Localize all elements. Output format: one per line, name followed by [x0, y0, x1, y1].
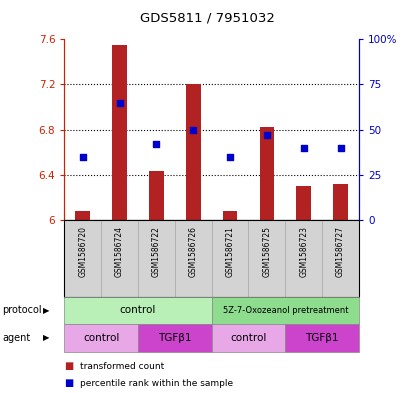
Text: control: control: [83, 333, 120, 343]
Point: [300, 145, 307, 151]
Point: [337, 145, 344, 151]
Text: GSM1586721: GSM1586721: [226, 226, 234, 277]
Text: GSM1586724: GSM1586724: [115, 226, 124, 277]
Point: [264, 132, 270, 138]
Text: control: control: [120, 305, 156, 316]
Text: protocol: protocol: [2, 305, 42, 316]
Text: GSM1586722: GSM1586722: [152, 226, 161, 277]
Point: [116, 99, 123, 106]
Text: GDS5811 / 7951032: GDS5811 / 7951032: [140, 11, 275, 24]
Bar: [212, 220, 249, 297]
Bar: [322, 220, 359, 297]
Bar: [64, 220, 101, 297]
Bar: [175, 220, 212, 297]
Bar: [186, 84, 200, 220]
Text: GSM1586727: GSM1586727: [336, 226, 345, 277]
Text: TGFβ1: TGFβ1: [305, 333, 339, 343]
Point: [79, 154, 86, 160]
Bar: [296, 186, 311, 220]
Text: agent: agent: [2, 333, 30, 343]
Text: 5Z-7-Oxozeanol pretreatment: 5Z-7-Oxozeanol pretreatment: [222, 306, 348, 315]
Text: transformed count: transformed count: [80, 362, 164, 371]
Bar: [333, 184, 348, 220]
Bar: [259, 127, 274, 220]
Point: [153, 141, 160, 147]
Bar: [101, 220, 138, 297]
Bar: [76, 211, 90, 220]
Text: control: control: [230, 333, 267, 343]
Bar: [149, 171, 164, 220]
Bar: [223, 211, 237, 220]
Text: ▶: ▶: [43, 334, 49, 342]
Text: GSM1586726: GSM1586726: [189, 226, 198, 277]
Bar: [138, 220, 175, 297]
Text: percentile rank within the sample: percentile rank within the sample: [80, 379, 233, 387]
Text: GSM1586723: GSM1586723: [299, 226, 308, 277]
Text: TGFβ1: TGFβ1: [158, 333, 192, 343]
Bar: [249, 220, 286, 297]
Point: [190, 127, 197, 133]
Text: ▶: ▶: [43, 306, 49, 315]
Point: [227, 154, 233, 160]
Bar: [112, 45, 127, 220]
Text: ■: ■: [64, 378, 73, 388]
Text: GSM1586720: GSM1586720: [78, 226, 87, 277]
Text: ■: ■: [64, 361, 73, 371]
Text: GSM1586725: GSM1586725: [262, 226, 271, 277]
Bar: [285, 220, 322, 297]
